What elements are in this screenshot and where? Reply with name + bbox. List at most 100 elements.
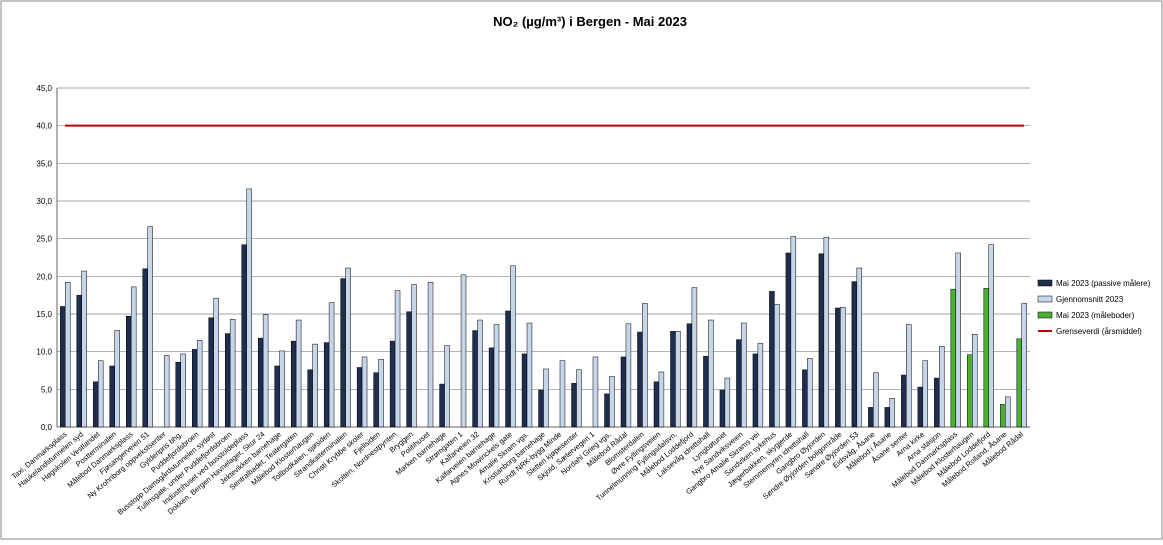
bar [64,282,71,428]
bar [142,268,148,428]
bar [93,381,99,428]
bar [295,319,302,428]
bar [241,244,247,428]
bar [917,386,924,428]
bar [889,398,896,428]
bar [460,274,467,428]
y-tick-label: 25,0 [36,235,52,244]
bar [736,339,742,428]
y-tick-label: 10,0 [36,348,52,357]
bar [741,322,747,428]
bar [774,303,780,428]
bar [505,310,511,428]
bar [147,226,153,428]
bar [592,356,599,428]
bar [191,349,198,428]
bar [345,267,351,428]
bar [1000,404,1006,428]
bar [394,290,401,428]
bar [658,371,665,428]
bar [906,324,912,428]
bar [1021,303,1027,428]
bar [950,288,957,428]
bar [703,355,709,428]
bar [81,270,87,428]
bar [922,360,929,428]
bar [719,389,726,428]
bar [340,278,346,428]
bar [406,311,412,428]
bar [576,369,582,428]
bar [246,188,252,428]
bar [625,323,632,428]
bar [488,347,495,428]
bar [290,340,297,428]
bar [856,267,863,428]
bar [224,333,231,428]
bar [180,353,186,428]
bar [724,377,731,428]
bar [439,383,445,428]
bar [571,383,577,428]
bar [835,307,841,428]
bar [196,340,203,428]
bar [642,303,648,428]
bar [60,306,66,428]
bar [675,331,681,428]
bar [538,389,544,428]
bar [901,374,907,428]
bar [653,381,660,428]
bar [802,369,808,428]
bar [823,236,830,428]
bar [609,376,615,428]
legend-swatch [1037,311,1053,319]
bar [868,407,874,428]
bar [818,253,825,428]
bar [130,286,137,428]
bar [312,343,318,428]
bar [934,377,940,428]
bar [543,368,549,428]
bar [691,287,698,428]
bar [477,319,483,428]
bar [472,330,478,428]
bar [884,407,891,428]
legend-swatch [1037,295,1053,303]
bar [510,265,516,428]
bar [328,302,335,428]
y-tick-label: 30,0 [36,197,52,206]
bar [939,346,945,428]
bar [873,372,879,428]
bar [955,252,961,428]
bar [785,252,792,428]
bar [213,297,219,428]
bar [807,358,813,428]
bar [427,282,434,428]
y-tick-label: 0,0 [41,423,53,432]
legend-label: Mai 2023 (måleboder) [1056,311,1135,320]
bar [175,361,181,428]
bar [637,331,643,428]
bar [262,314,269,428]
legend-label: Gjennomsnitt 2023 [1056,295,1124,304]
bar [604,393,610,428]
bar [988,244,994,428]
bar [752,353,759,428]
bar [411,284,417,428]
legend-label: Mai 2023 (passive målere) [1056,279,1151,288]
bar [356,367,363,428]
bar [670,331,676,428]
bar [526,322,533,428]
bar [444,345,450,428]
bar [757,343,764,428]
bar [521,353,528,428]
y-tick-label: 35,0 [36,159,52,168]
legend-swatch [1037,279,1053,287]
bar [389,340,396,428]
bar [1016,338,1023,428]
bar [983,288,990,428]
bar [620,356,627,428]
bar [323,342,330,428]
